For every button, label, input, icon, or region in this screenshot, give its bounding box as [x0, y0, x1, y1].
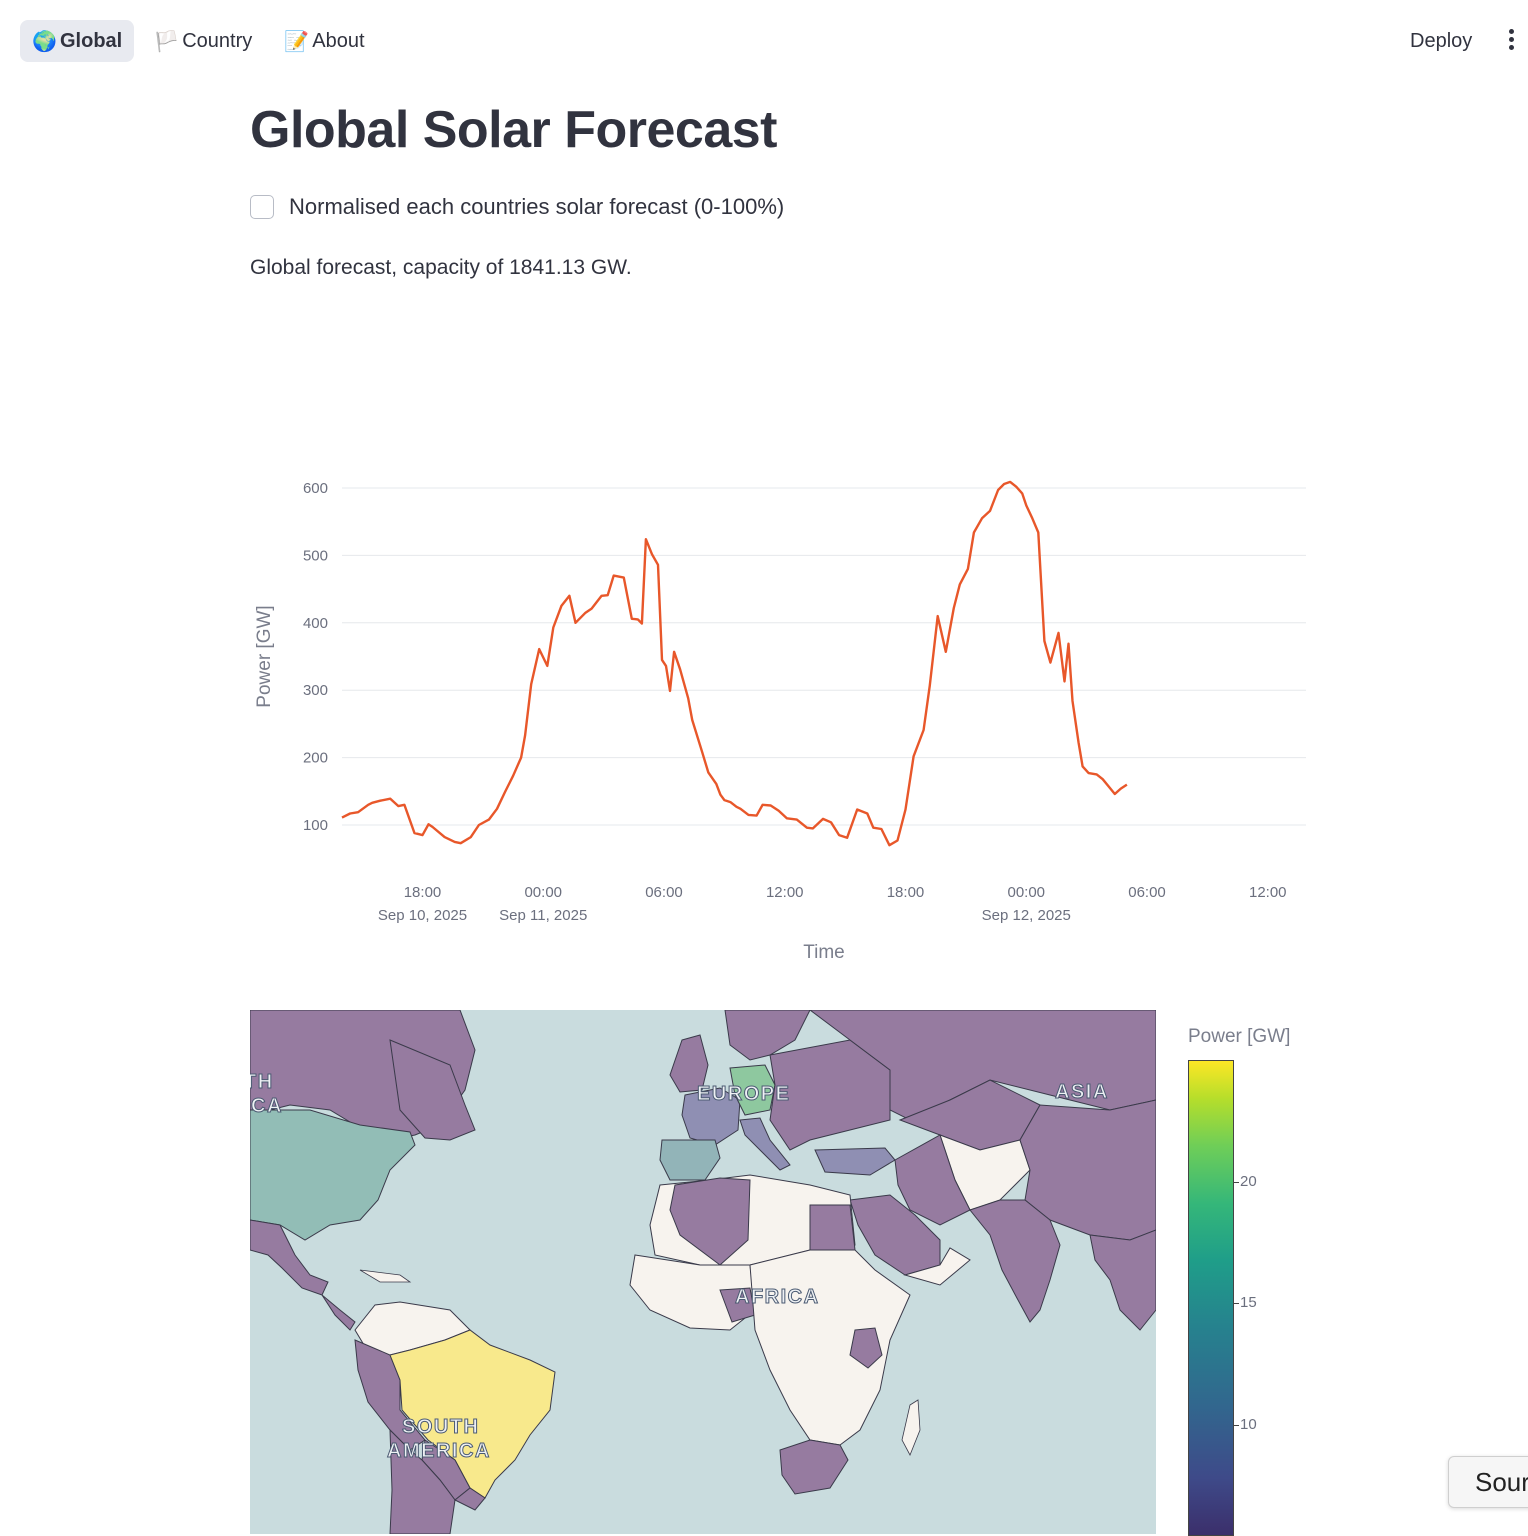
country-turkey: [814, 1147, 896, 1176]
series-line-global-forecast: [341, 480, 1128, 847]
choropleth-map[interactable]: TH ICA EUROPE ASIA AFRICA SOUTH AMERICA: [250, 1010, 1156, 1534]
country-france: [681, 1087, 741, 1146]
map-label-africa: AFRICA: [735, 1286, 820, 1308]
map-label-north-america-2: ICA: [250, 1095, 283, 1117]
x-axis-title: Time: [803, 942, 845, 963]
y-tick-label: 100: [303, 817, 328, 834]
colorbar-tick: 20: [1234, 1173, 1257, 1190]
map-label-north-america-1: TH: [250, 1071, 274, 1093]
nav-item-global[interactable]: 🌍 Global: [20, 20, 135, 62]
map-label-america: AMERICA: [387, 1440, 491, 1462]
x-tick-label: 18:00: [887, 884, 925, 901]
country-usa: [250, 1109, 416, 1241]
y-tick-label: 600: [303, 480, 328, 497]
x-tick-label: 06:00: [1128, 884, 1166, 901]
deploy-button[interactable]: Deploy: [1410, 29, 1473, 52]
y-tick-label: 200: [303, 750, 328, 767]
memo-icon: 📝: [284, 30, 310, 53]
country-germany: [729, 1064, 776, 1116]
country-kenya: [849, 1327, 883, 1369]
y-tick-label: 500: [303, 547, 328, 564]
country-west-africa: [629, 1254, 756, 1331]
x-tick-label: 12:00: [1249, 884, 1287, 901]
country-canada-east: [389, 1039, 476, 1141]
country-southeast-asia: [1089, 1229, 1156, 1331]
colorbar: [1188, 1060, 1234, 1536]
country-yemen-oman: [903, 1247, 971, 1286]
colorbar-title: Power [GW]: [1188, 1026, 1291, 1047]
normalise-checkbox[interactable]: [250, 195, 274, 219]
nav-item-country[interactable]: 🏳️ Country: [142, 20, 264, 62]
forecast-chart[interactable]: 100 200 300 400 500 600 18:00 Sep 10, 2025 00:00…: [250, 460, 1320, 980]
nav-item-label: Global: [60, 29, 123, 52]
capacity-text: Global forecast, capacity of 1841.13 GW.: [250, 256, 632, 279]
globe-icon: 🌍: [32, 30, 57, 53]
country-south-africa: [779, 1439, 849, 1495]
country-iran: [894, 1134, 971, 1226]
country-algeria: [669, 1177, 751, 1266]
country-spain: [659, 1139, 721, 1181]
flag-icon: 🏳️: [154, 30, 180, 53]
x-tick-label: 06:00: [645, 884, 683, 901]
normalise-option: Normalised each countries solar forecast…: [250, 194, 784, 220]
map-label-south: SOUTH: [402, 1416, 480, 1438]
country-brazil: [389, 1329, 556, 1499]
x-tick-date-label: Sep 10, 2025: [378, 907, 467, 924]
map-label-asia: ASIA: [1055, 1081, 1109, 1103]
country-egypt: [809, 1204, 856, 1251]
page-title: Global Solar Forecast: [250, 101, 778, 159]
y-tick-label: 300: [303, 682, 328, 699]
x-tick-label: 00:00: [1007, 884, 1045, 901]
country-uruguay: [454, 1487, 486, 1511]
main-menu-icon[interactable]: [1500, 26, 1522, 56]
y-tick-label: 400: [303, 615, 328, 632]
colorbar-tick: 15: [1234, 1294, 1257, 1311]
normalise-label[interactable]: Normalised each countries solar forecast…: [289, 194, 785, 219]
top-bar: 🌍 Global 🏳️ Country 📝 About Deploy: [0, 0, 1528, 80]
y-axis-title: Power [GW]: [254, 605, 275, 707]
colorbar-tick: 10: [1234, 1416, 1257, 1433]
country-central-america: [321, 1294, 356, 1331]
country-madagascar: [901, 1399, 921, 1456]
x-tick-date-label: Sep 12, 2025: [982, 907, 1071, 924]
x-tick-label: 00:00: [524, 884, 562, 901]
country-india: [969, 1199, 1061, 1323]
x-tick-label: 12:00: [766, 884, 804, 901]
x-tick-label: 18:00: [404, 884, 442, 901]
country-italy: [739, 1117, 791, 1171]
country-central-east-africa: [749, 1249, 911, 1446]
nav-item-about[interactable]: 📝 About: [272, 20, 376, 62]
world-map: TH ICA EUROPE ASIA AFRICA SOUTH AMERICA: [250, 1010, 1156, 1534]
country-uk-ireland: [669, 1034, 709, 1093]
page-nav: 🌍 Global 🏳️ Country 📝 About: [20, 20, 385, 62]
map-label-europe: EUROPE: [697, 1083, 790, 1105]
nav-item-label: About: [312, 29, 365, 52]
source-button[interactable]: Sour: [1448, 1456, 1528, 1508]
nav-item-label: Country: [182, 29, 253, 52]
country-cuba: [359, 1269, 412, 1283]
x-tick-date-label: Sep 11, 2025: [499, 907, 587, 924]
